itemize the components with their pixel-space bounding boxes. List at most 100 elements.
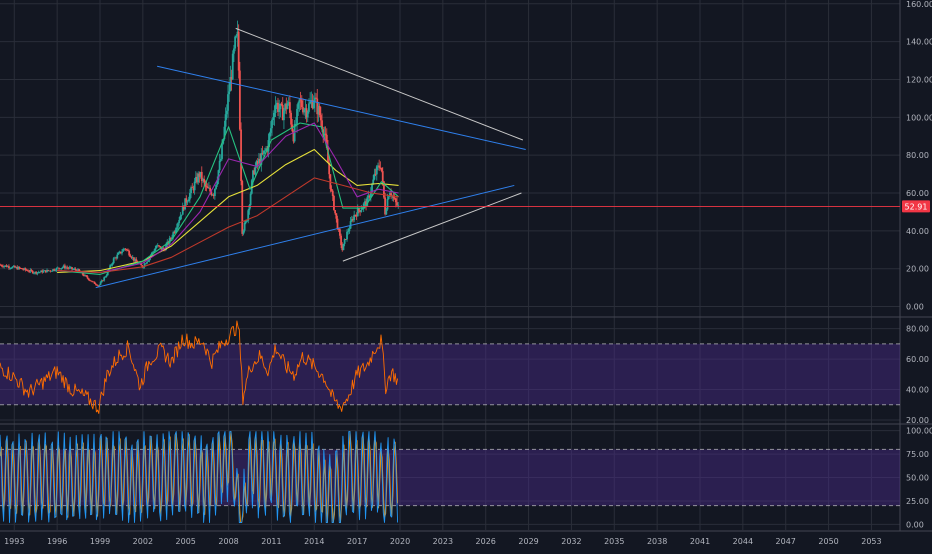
candle-body [61, 267, 64, 269]
candle-body [205, 186, 208, 187]
candle-body [243, 222, 246, 231]
moving-average-line[interactable] [57, 148, 399, 274]
candle-body [154, 248, 157, 251]
candle-body [119, 251, 122, 254]
candle-body [96, 284, 98, 286]
candle-body [60, 268, 63, 270]
candle-body [85, 275, 88, 277]
candle-body [337, 229, 340, 230]
candle-body [312, 102, 315, 109]
candle-body [40, 270, 42, 272]
candle-body [121, 251, 123, 254]
candle-body [146, 261, 148, 264]
candle-body [241, 181, 244, 234]
x-tick-label: 2032 [561, 537, 581, 546]
candle-body [16, 267, 19, 270]
candle-body [24, 268, 27, 270]
candle-body [263, 150, 266, 152]
candle-body [361, 208, 364, 210]
candle-body [349, 221, 352, 229]
candle-body [324, 133, 327, 135]
candle-body [91, 281, 94, 283]
trendline[interactable] [157, 65, 526, 150]
stoch-tick-label: 0.00 [906, 520, 924, 529]
candle-body [379, 167, 382, 169]
candle-body [152, 251, 154, 253]
stochastic-panel[interactable] [0, 431, 399, 523]
candle-body [38, 271, 41, 273]
moving-average-line[interactable] [57, 177, 399, 274]
candle-body [258, 158, 260, 164]
candle-body [385, 209, 388, 215]
candle-body [219, 158, 222, 161]
candle-body [29, 269, 32, 272]
trendline[interactable] [235, 27, 524, 141]
x-tick-label: 2014 [304, 537, 324, 546]
candle-body [75, 270, 78, 272]
candle-body [43, 270, 46, 272]
candle-body [362, 203, 365, 209]
candle-body [369, 192, 372, 198]
candle-body [92, 281, 95, 283]
candle-body [285, 103, 288, 109]
candle-body [371, 184, 373, 193]
moving-average-line[interactable] [57, 122, 399, 274]
candle-body [296, 108, 298, 124]
candle-body [143, 263, 146, 267]
candle-body [397, 204, 400, 206]
candle-body [288, 102, 291, 113]
candle-body [274, 104, 277, 113]
stochastic-k-line[interactable] [0, 431, 399, 523]
candle-body [313, 97, 316, 103]
grid-layer [0, 0, 932, 532]
trendline[interactable] [342, 192, 522, 262]
x-tick-label: 2044 [733, 537, 753, 546]
candle-body [8, 266, 10, 269]
candle-body [242, 230, 245, 234]
candle-body [229, 77, 232, 92]
candle-body [278, 109, 281, 112]
rsi-panel[interactable] [0, 320, 399, 414]
candle-body [378, 165, 381, 168]
candle-body [233, 48, 235, 54]
rsi-line[interactable] [0, 320, 399, 414]
candle-body [87, 278, 90, 281]
candle-body [23, 268, 26, 270]
candle-body [259, 158, 262, 165]
candle-body [342, 243, 345, 251]
trendline[interactable] [95, 184, 515, 289]
candle-body [373, 173, 376, 180]
price-panel[interactable] [0, 20, 900, 289]
moving-average-line[interactable] [57, 122, 399, 275]
candle-body [56, 267, 59, 269]
candle-body [203, 179, 206, 183]
candle-body [140, 263, 142, 266]
candle-body [365, 201, 367, 206]
candle-body [309, 101, 312, 104]
candle-body [217, 170, 220, 181]
current-price-badge [902, 200, 930, 213]
candle-body [299, 99, 302, 101]
candle-body [330, 188, 333, 191]
candle-body [394, 198, 397, 203]
x-tick-label: 2035 [604, 537, 624, 546]
candle-body [88, 280, 91, 281]
candle-body [54, 270, 57, 272]
candle-body [300, 100, 303, 108]
x-tick-label: 2011 [261, 537, 281, 546]
price-tick-label: 40.00 [906, 227, 929, 236]
candle-body [334, 210, 337, 214]
candle-body [271, 120, 273, 129]
candle-body [147, 260, 150, 262]
rsi-tick-label: 20.00 [906, 416, 929, 425]
candle-body [33, 272, 35, 274]
candle-body [2, 266, 4, 267]
x-tick-label: 2023 [433, 537, 453, 546]
candle-body [273, 112, 276, 117]
candle-body [316, 98, 319, 115]
candle-body [348, 228, 351, 232]
candle-body [15, 267, 17, 268]
candle-body [231, 53, 234, 80]
